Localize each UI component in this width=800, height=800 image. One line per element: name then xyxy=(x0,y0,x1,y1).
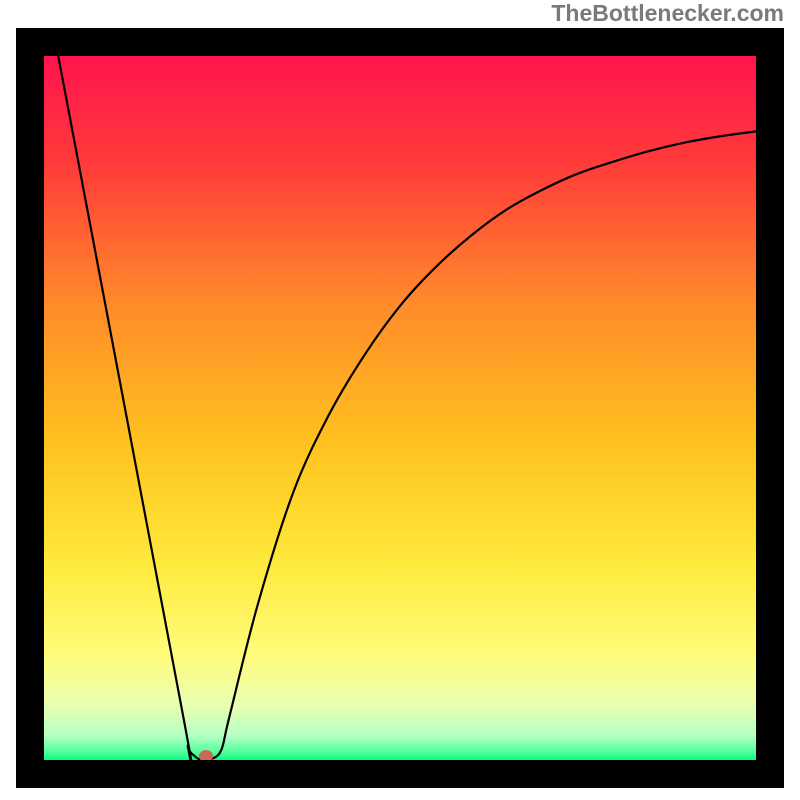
watermark-text: TheBottlenecker.com xyxy=(551,0,784,27)
chart-container: TheBottlenecker.com xyxy=(0,0,800,800)
curve-layer xyxy=(44,56,756,760)
plot-area xyxy=(44,56,756,760)
optimum-marker xyxy=(199,750,213,760)
bottleneck-curve xyxy=(58,56,756,760)
